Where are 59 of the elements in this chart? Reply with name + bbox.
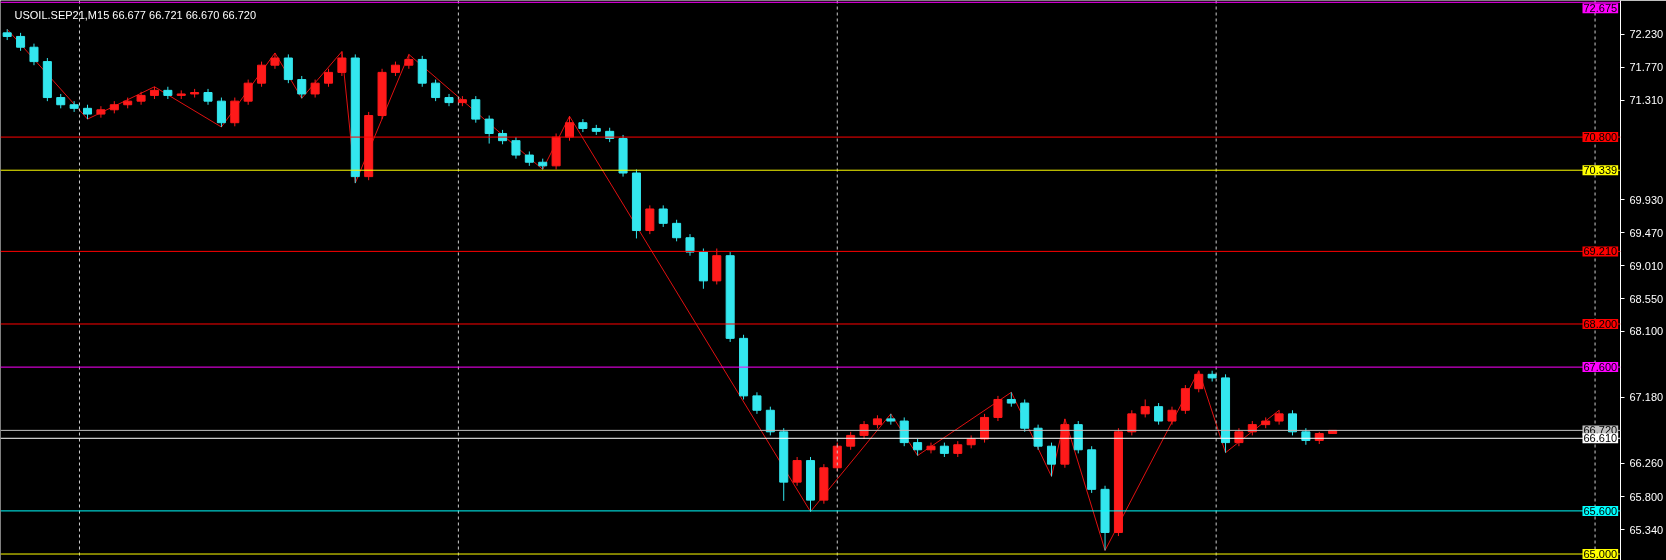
candlestick — [792, 456, 802, 487]
y-tick-label: 68.100 — [1629, 325, 1664, 338]
ref-line-label: 69.210 — [1583, 245, 1618, 258]
candlestick — [1180, 384, 1190, 415]
candlestick — [752, 391, 762, 415]
y-tick-label: 69.470 — [1629, 226, 1664, 239]
candlestick — [431, 79, 441, 102]
candlestick — [926, 442, 936, 454]
y-tick-label: 69.010 — [1629, 259, 1664, 272]
candlestick — [136, 91, 146, 106]
ref-line-label: 65.000 — [1583, 548, 1618, 560]
y-tick-label: 71.770 — [1629, 61, 1664, 74]
candlestick — [216, 97, 226, 128]
candlestick — [1127, 409, 1137, 436]
candlestick — [69, 100, 79, 113]
candlestick — [337, 51, 347, 77]
ref-line-label: 65.600 — [1583, 504, 1618, 517]
y-tick-label: 68.550 — [1629, 292, 1664, 305]
ref-line-label: 67.600 — [1583, 361, 1618, 374]
candlestick — [1154, 402, 1164, 426]
text: USOIL.SEP21,M15 66.677 66.721 66.670 66.720 — [14, 8, 257, 21]
y-tick-label: 71.310 — [1629, 94, 1664, 107]
candlestick — [685, 233, 695, 257]
candlestick — [765, 406, 775, 436]
y-tick-label: 65.340 — [1629, 523, 1664, 536]
ref-line-label: 70.800 — [1583, 131, 1618, 144]
candlestick — [230, 97, 240, 127]
y-tick-label: 67.180 — [1629, 391, 1664, 404]
candlestick — [511, 136, 521, 160]
y-tick-label: 66.260 — [1629, 457, 1664, 470]
ref-line-label: 70.339 — [1583, 164, 1618, 177]
candlestick — [471, 95, 481, 124]
candlestick — [645, 204, 655, 235]
candlestick — [297, 75, 307, 99]
candlestick — [980, 413, 990, 444]
candlestick — [444, 93, 454, 107]
candlestick — [96, 105, 106, 119]
candlestick — [564, 115, 575, 142]
candlestick — [417, 55, 427, 88]
candlestick — [993, 395, 1003, 422]
candlestick — [484, 115, 494, 145]
candlestick — [899, 416, 909, 447]
candlestick — [1194, 370, 1204, 393]
line-series — [6, 28, 1280, 551]
candlestick — [1287, 409, 1297, 436]
candlestick — [163, 86, 173, 100]
ref-line-label: 68.200 — [1583, 317, 1618, 330]
ref-line-label: 72.675 — [1583, 2, 1618, 15]
candlestick — [578, 118, 588, 133]
y-tick-label: 69.930 — [1629, 193, 1664, 206]
y-tick-label: 65.800 — [1629, 490, 1664, 503]
candlestick — [1046, 442, 1057, 477]
candlestick — [283, 53, 293, 84]
candlestick — [672, 219, 682, 242]
candlestick — [257, 61, 267, 88]
y-tick-label: 72.230 — [1629, 28, 1664, 41]
candlestick — [658, 204, 668, 228]
candlestick — [243, 79, 253, 106]
candlestick — [29, 43, 39, 66]
